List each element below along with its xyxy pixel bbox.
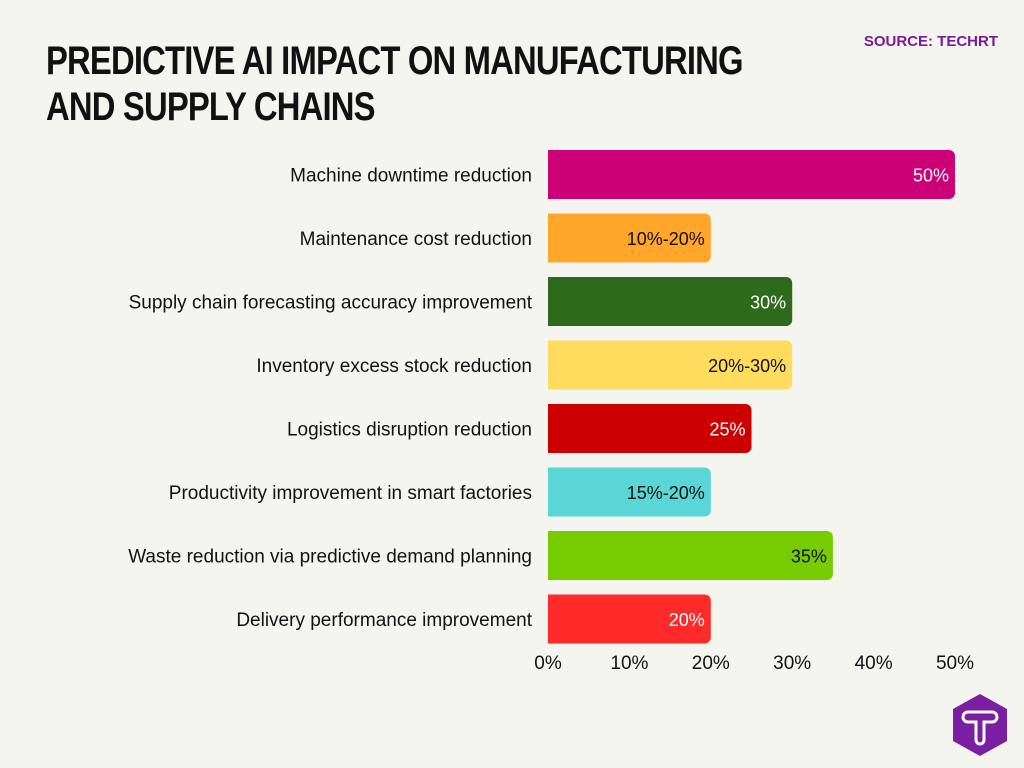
data-label: 35% <box>791 547 827 567</box>
category-label: Machine downtime reduction <box>290 166 532 187</box>
techrt-logo-icon <box>953 694 1007 756</box>
bar <box>548 404 752 453</box>
x-tick-label: 0% <box>534 653 562 674</box>
category-label: Delivery performance improvement <box>236 610 532 631</box>
data-label: 25% <box>709 420 745 440</box>
data-label: 20%-30% <box>708 356 786 376</box>
data-label: 30% <box>750 293 786 313</box>
bar <box>548 277 793 326</box>
category-label: Supply chain forecasting accuracy improv… <box>129 293 533 314</box>
x-tick-label: 30% <box>773 653 811 674</box>
bar <box>548 531 833 580</box>
chart-title: Predictive AI Impact on Manufacturing an… <box>46 39 744 129</box>
data-label: 20% <box>669 610 705 630</box>
x-tick-label: 10% <box>610 653 648 674</box>
x-tick-label: 50% <box>936 653 974 674</box>
data-label: 10%-20% <box>627 229 705 249</box>
bar <box>548 467 711 517</box>
x-tick-label: 40% <box>855 653 893 674</box>
bar <box>548 213 711 263</box>
data-label: 15%-20% <box>627 483 705 503</box>
category-label: Maintenance cost reduction <box>300 229 532 250</box>
category-label: Inventory excess stock reduction <box>256 356 532 377</box>
data-label: 50% <box>913 166 949 186</box>
bar <box>548 150 955 199</box>
category-label: Logistics disruption reduction <box>287 420 532 441</box>
bar <box>548 340 793 390</box>
x-tick-label: 20% <box>692 653 730 674</box>
category-label: Waste reduction via predictive demand pl… <box>128 547 532 568</box>
source-label: SOURCE: TECHRT <box>863 33 998 50</box>
bar <box>548 594 711 644</box>
category-label: Productivity improvement in smart factor… <box>169 483 532 504</box>
